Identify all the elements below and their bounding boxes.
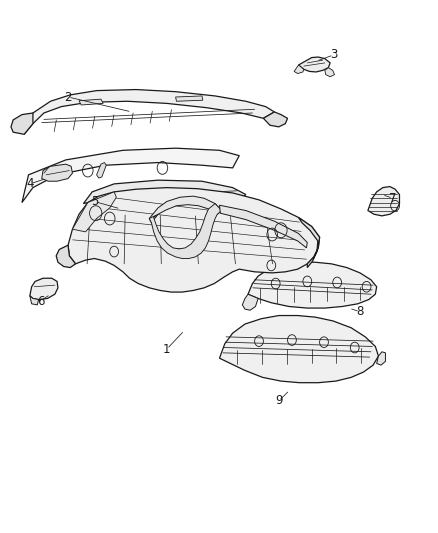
Polygon shape <box>242 294 258 310</box>
Polygon shape <box>72 192 116 232</box>
Polygon shape <box>30 296 39 305</box>
Text: 1: 1 <box>162 343 170 356</box>
Polygon shape <box>293 65 303 74</box>
Polygon shape <box>68 188 319 292</box>
Text: 4: 4 <box>26 177 34 190</box>
Text: 5: 5 <box>91 195 98 208</box>
Text: 2: 2 <box>64 91 72 103</box>
Polygon shape <box>263 112 287 127</box>
Text: 6: 6 <box>36 295 44 308</box>
Polygon shape <box>247 262 376 308</box>
Polygon shape <box>149 196 221 223</box>
Polygon shape <box>219 316 378 383</box>
Polygon shape <box>175 96 202 101</box>
Polygon shape <box>367 187 399 216</box>
Polygon shape <box>79 99 103 105</box>
Polygon shape <box>219 205 307 248</box>
Polygon shape <box>298 57 329 72</box>
Polygon shape <box>376 352 385 365</box>
Polygon shape <box>149 204 221 259</box>
Text: 7: 7 <box>388 192 396 205</box>
Text: 8: 8 <box>356 305 363 318</box>
Polygon shape <box>56 245 75 268</box>
Polygon shape <box>24 90 274 134</box>
Polygon shape <box>11 113 33 134</box>
Polygon shape <box>96 163 106 178</box>
Polygon shape <box>324 68 334 77</box>
Polygon shape <box>42 164 72 181</box>
Polygon shape <box>22 148 239 203</box>
Polygon shape <box>298 217 319 268</box>
Polygon shape <box>30 278 58 300</box>
Text: 3: 3 <box>329 49 336 61</box>
Text: 9: 9 <box>274 394 282 407</box>
Polygon shape <box>83 180 245 204</box>
